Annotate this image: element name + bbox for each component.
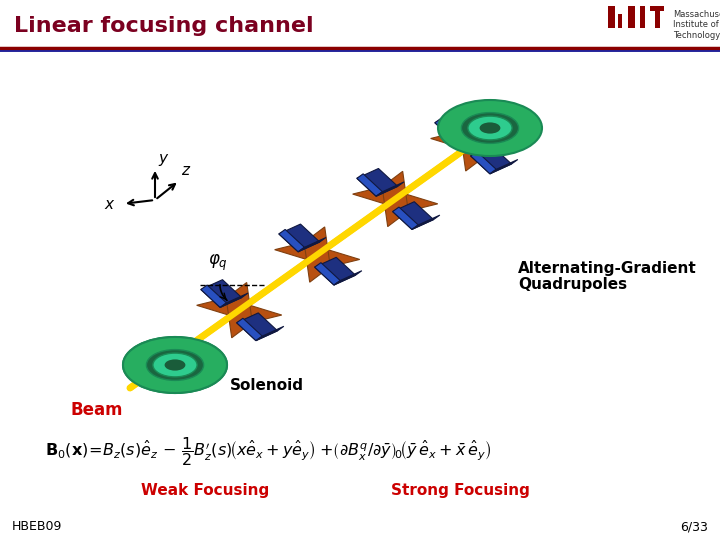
Polygon shape (334, 271, 362, 285)
Polygon shape (464, 107, 526, 114)
Ellipse shape (165, 360, 186, 370)
Polygon shape (279, 224, 320, 252)
Ellipse shape (123, 337, 227, 393)
Polygon shape (149, 345, 210, 351)
Ellipse shape (438, 100, 542, 156)
Ellipse shape (153, 353, 197, 377)
Ellipse shape (171, 351, 199, 366)
Text: Solenoid: Solenoid (230, 377, 304, 393)
Polygon shape (197, 298, 282, 322)
Text: z: z (181, 163, 189, 178)
Ellipse shape (123, 337, 227, 393)
Polygon shape (256, 326, 284, 341)
Text: Massachusetts
Institute of
Technology: Massachusetts Institute of Technology (673, 10, 720, 40)
Bar (655, 11, 660, 28)
Polygon shape (201, 285, 226, 307)
Polygon shape (392, 207, 418, 229)
Polygon shape (471, 151, 496, 174)
Polygon shape (201, 280, 242, 307)
Polygon shape (435, 113, 476, 140)
Polygon shape (382, 171, 408, 227)
Polygon shape (460, 116, 486, 171)
Text: $\varphi_q$: $\varphi_q$ (208, 253, 228, 273)
Polygon shape (237, 313, 277, 341)
Bar (618, 14, 622, 28)
Polygon shape (454, 126, 482, 140)
Ellipse shape (146, 349, 204, 380)
Bar (628, 6, 635, 28)
Polygon shape (435, 118, 460, 140)
Polygon shape (274, 242, 360, 267)
Polygon shape (353, 187, 438, 211)
Text: Weak Focusing: Weak Focusing (141, 483, 269, 497)
Text: x: x (104, 197, 113, 212)
Polygon shape (279, 230, 305, 252)
Polygon shape (201, 345, 210, 379)
Ellipse shape (153, 353, 197, 377)
Text: Linear focusing channel: Linear focusing channel (14, 16, 314, 36)
Bar (650, 6, 664, 11)
Polygon shape (237, 318, 262, 341)
Polygon shape (357, 168, 397, 196)
Polygon shape (201, 345, 210, 379)
Polygon shape (226, 282, 252, 338)
Polygon shape (357, 174, 382, 196)
Text: y: y (158, 151, 167, 166)
Bar (640, 6, 645, 28)
Polygon shape (490, 159, 518, 174)
Ellipse shape (468, 116, 512, 140)
Text: Strong Focusing: Strong Focusing (390, 483, 529, 497)
Polygon shape (304, 227, 330, 282)
Polygon shape (431, 131, 516, 156)
Text: Alternating-Gradient: Alternating-Gradient (518, 260, 697, 275)
Polygon shape (376, 182, 404, 196)
Text: $\mathbf{B}_0(\mathbf{x})\!=\!B_z(s)\hat{e}_z\,-\,\dfrac{1}{2}B_z^{\prime}(s)\!\: $\mathbf{B}_0(\mathbf{x})\!=\!B_z(s)\hat… (45, 435, 492, 469)
Polygon shape (220, 293, 248, 307)
Polygon shape (412, 215, 440, 230)
Bar (608, 6, 615, 28)
Text: Quadrupoles: Quadrupoles (518, 276, 627, 292)
Polygon shape (471, 146, 511, 174)
Polygon shape (392, 202, 433, 230)
Polygon shape (315, 257, 356, 285)
Text: 6/33: 6/33 (680, 521, 708, 534)
Ellipse shape (480, 123, 500, 133)
Ellipse shape (485, 114, 514, 129)
Ellipse shape (146, 349, 204, 380)
Ellipse shape (165, 360, 186, 370)
Ellipse shape (171, 351, 199, 366)
Ellipse shape (462, 113, 518, 144)
Text: Beam: Beam (70, 401, 122, 419)
Polygon shape (298, 238, 326, 252)
Polygon shape (516, 107, 526, 142)
Text: HBEB09: HBEB09 (12, 521, 63, 534)
Polygon shape (315, 262, 341, 285)
Polygon shape (149, 345, 210, 351)
